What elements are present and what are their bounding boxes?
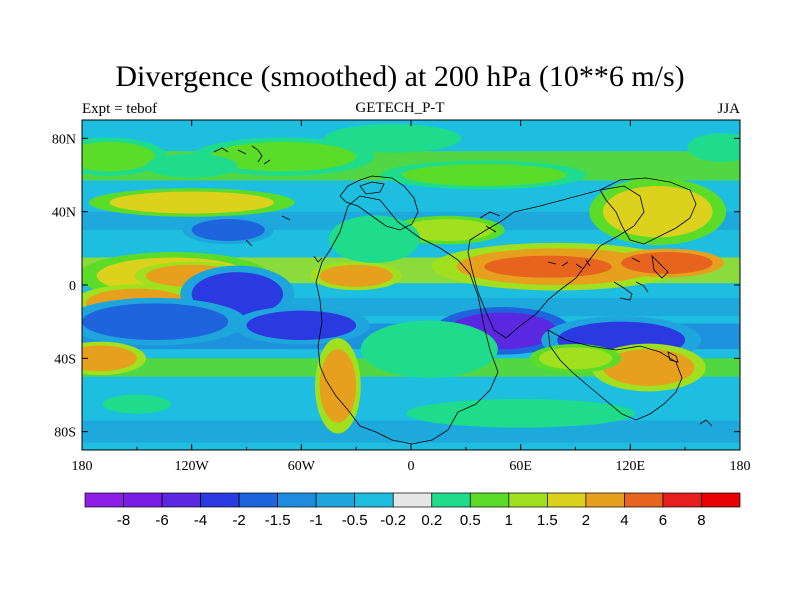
field-blob-6: [319, 264, 393, 287]
colorbar-swatch-0: [84, 492, 124, 508]
y-tick-label: 40N: [52, 206, 76, 221]
y-tick-label: 80N: [52, 132, 76, 147]
colorbar-label: -0.5: [342, 512, 368, 529]
field-blob-8: [82, 303, 229, 340]
field-blob-20: [401, 164, 567, 186]
field-blob-28: [429, 402, 613, 425]
x-tick-label: 180: [72, 459, 93, 474]
coast-africa-asia: [467, 185, 645, 339]
coast-islands-2: [547, 257, 641, 301]
y-axis: 80N 40N 0 40S 80S: [52, 132, 740, 441]
field-blob-19: [209, 142, 357, 172]
field-blob-9: [246, 310, 357, 341]
colorbar-swatch-13: [585, 492, 625, 508]
colorbar-swatch-5: [277, 492, 317, 508]
chart-title: Divergence (smoothed) at 200 hPa (10**6 …: [115, 60, 685, 93]
field-blob-24: [374, 327, 485, 372]
colorbar-swatch-10: [469, 492, 510, 508]
colorbar-label: 0.2: [421, 512, 442, 529]
field-blob-25: [155, 156, 229, 175]
colorbar-label: 6: [659, 512, 667, 529]
coast-south-america: [315, 195, 499, 445]
y-tick-label: 80S: [54, 426, 76, 441]
field-blob-27: [109, 396, 165, 412]
y-tick-label: 40S: [54, 352, 76, 367]
colorbar-swatch-11: [508, 492, 548, 508]
field-blob-17: [109, 191, 274, 214]
colorbar-swatch-4: [238, 492, 278, 508]
x-axis: 180 120W 60W 0 60E 120E 180: [72, 120, 751, 474]
subtitle-right: JJA: [717, 101, 740, 117]
colorbar-label: -1: [310, 512, 323, 529]
field-blob-18: [82, 142, 156, 172]
x-tick-label: 120W: [175, 459, 210, 474]
coast-islands-3: [359, 181, 501, 233]
colorbar-label: 2: [582, 512, 590, 529]
field-blob-13: [538, 347, 613, 370]
colorbar: -8 -6 -4 -2 -1.5 -1 -0.5 -0.2 0.2 0.5 1 1.5 2 4 6 8: [84, 492, 741, 529]
divergence-field: [82, 120, 740, 450]
coast-eastern-block: [599, 177, 697, 245]
colorbar-swatch-7: [354, 492, 394, 508]
colorbar-label: -8: [117, 512, 130, 529]
x-tick-label: 120E: [616, 459, 646, 474]
colorbar-swatch-9: [431, 492, 471, 508]
colorbar-label: -2: [232, 512, 245, 529]
field-blob-14: [319, 349, 357, 423]
field-blob-4: [484, 255, 613, 278]
subtitle-center: GETECH_P-T: [355, 100, 445, 116]
coast-north-block: [339, 175, 419, 231]
colorbar-swatch-2: [161, 492, 201, 508]
field-blob-23: [337, 220, 412, 258]
field-blob-5: [621, 252, 713, 274]
coast-southern-block: [547, 329, 683, 421]
field-blob-15: [82, 345, 137, 372]
x-tick-label: 0: [408, 459, 415, 474]
colorbar-label: 8: [697, 512, 705, 529]
colorbar-swatch-1: [123, 492, 163, 508]
field-blob-29: [337, 127, 448, 150]
field-blob-26: [694, 136, 740, 159]
x-tick-label: 60E: [509, 459, 532, 474]
colorbar-label: 4: [620, 512, 628, 529]
colorbar-swatch-3: [200, 492, 240, 508]
field-blob-12: [602, 349, 695, 386]
subtitle-left: Expt = tebof: [82, 101, 158, 117]
coast-islands-1: [213, 145, 271, 165]
x-tick-label: 180: [730, 459, 751, 474]
colorbar-swatch-15: [662, 492, 702, 508]
colorbar-label: -1.5: [265, 512, 291, 529]
colorbar-swatch-6: [315, 492, 356, 508]
colorbar-label: -4: [194, 512, 207, 529]
coastlines: [213, 145, 713, 445]
x-tick-label: 60W: [288, 459, 316, 474]
colorbar-label: 0.5: [460, 512, 481, 529]
y-tick-label: 0: [69, 279, 76, 294]
colorbar-swatch-12: [547, 492, 587, 508]
colorbar-swatch-16: [701, 492, 741, 508]
colorbar-swatch-14: [624, 492, 664, 508]
colorbar-label: 1.5: [537, 512, 558, 529]
field-band-8: [82, 384, 740, 406]
colorbar-swatch-8: [392, 492, 433, 508]
colorbar-label: 1: [505, 512, 513, 529]
field-blob-22: [191, 219, 265, 241]
colorbar-label: -6: [155, 512, 168, 529]
field-blob-16: [602, 186, 713, 238]
coast-islands-5: [635, 254, 669, 293]
field-band-9: [82, 420, 740, 443]
field-blob-21: [401, 219, 494, 241]
colorbar-label: -0.2: [380, 512, 406, 529]
coast-islands-4: [245, 215, 713, 427]
